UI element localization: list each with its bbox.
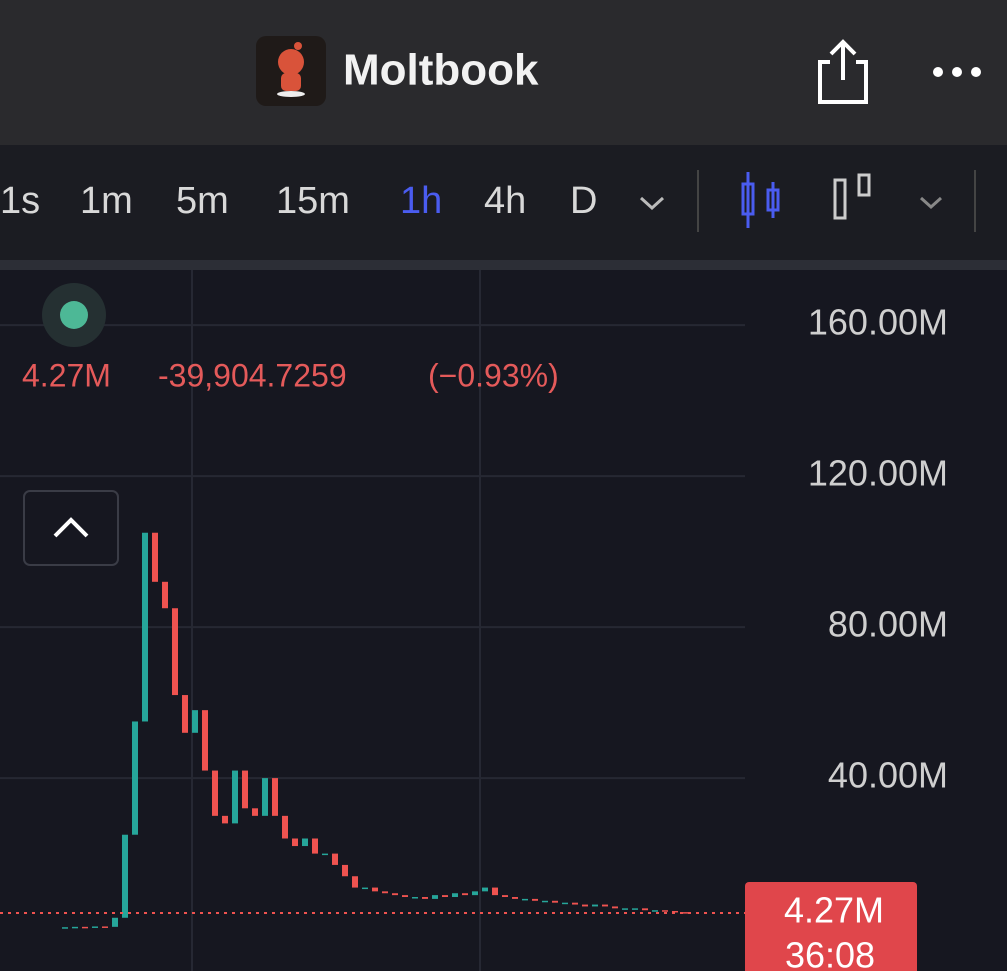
candle <box>172 608 178 696</box>
candle <box>582 904 588 907</box>
interval-option[interactable]: 1s <box>0 180 40 222</box>
candle <box>502 895 508 898</box>
y-tick-label: 80.00M <box>828 604 948 645</box>
candle <box>602 904 608 907</box>
candle <box>332 853 338 865</box>
legend-price: 4.27M <box>22 357 111 393</box>
candle <box>92 926 98 928</box>
candle <box>542 900 548 903</box>
y-tick-label: 120.00M <box>808 453 948 494</box>
candle <box>652 910 658 912</box>
candle <box>232 770 238 824</box>
candle <box>462 893 468 896</box>
y-tick-label: 40.00M <box>828 755 948 796</box>
candle <box>532 898 538 901</box>
candle <box>122 834 128 918</box>
candle <box>392 893 398 896</box>
candle <box>62 927 68 929</box>
candle <box>192 710 198 733</box>
candle <box>222 815 228 824</box>
interval-option[interactable]: 1m <box>80 180 133 222</box>
candle <box>632 908 638 910</box>
legend-change-percent: (−0.93%) <box>428 357 559 393</box>
status-dot <box>60 301 88 329</box>
candle <box>362 887 368 890</box>
chevron-up <box>53 517 89 538</box>
candle <box>442 895 448 898</box>
candle <box>272 778 278 816</box>
countdown: 36:08 <box>785 935 875 971</box>
candle <box>82 926 88 929</box>
interval-option[interactable]: 15m <box>276 180 350 222</box>
candle <box>552 900 558 903</box>
candle <box>282 815 288 839</box>
toolbar <box>0 145 1007 260</box>
candle <box>182 695 188 733</box>
candle <box>682 912 688 914</box>
app-title: Moltbook <box>343 46 539 95</box>
candle <box>342 864 348 877</box>
candle <box>302 838 308 847</box>
candle <box>472 891 478 896</box>
y-tick-label: 160.00M <box>808 302 948 343</box>
logo-mascot <box>277 42 305 97</box>
header-bar <box>0 0 1007 145</box>
candle <box>382 891 388 894</box>
candle <box>102 926 108 928</box>
more-button[interactable] <box>933 67 981 77</box>
candle <box>402 895 408 898</box>
candle <box>322 853 328 856</box>
candle <box>432 895 438 899</box>
collapse-button[interactable] <box>23 490 119 566</box>
candle <box>292 838 298 847</box>
candle <box>352 876 358 888</box>
interval-option[interactable]: 1h <box>400 180 442 222</box>
candle-type-button[interactable] <box>741 172 780 228</box>
candle <box>142 532 148 722</box>
candle <box>452 893 458 898</box>
candle <box>372 887 378 892</box>
candle <box>202 710 208 771</box>
candle <box>212 770 218 816</box>
candle <box>252 808 258 816</box>
candle <box>132 721 138 835</box>
candle <box>572 902 578 905</box>
candle <box>672 910 678 913</box>
candle <box>422 897 428 899</box>
divider <box>0 260 1007 270</box>
candle <box>522 898 528 901</box>
candle <box>492 887 498 896</box>
candle <box>242 770 248 809</box>
candle <box>152 532 158 582</box>
interval-option[interactable]: D <box>570 180 597 222</box>
candle <box>412 897 418 899</box>
bar-type-button[interactable] <box>833 173 871 220</box>
interval-dropdown[interactable] <box>639 196 665 211</box>
legend-change: -39,904.7259 <box>158 357 347 393</box>
candle <box>72 926 78 929</box>
candle <box>612 906 618 909</box>
candle <box>642 908 648 911</box>
candle <box>112 917 118 927</box>
interval-option[interactable]: 5m <box>176 180 229 222</box>
chart-type-dropdown[interactable] <box>919 196 943 210</box>
candle <box>312 838 318 854</box>
candle <box>562 902 568 905</box>
last-price-label: 4.27M <box>784 890 884 931</box>
interval-option[interactable]: 4h <box>484 180 526 222</box>
candle <box>262 778 268 816</box>
candle <box>482 887 488 892</box>
candle <box>662 910 668 912</box>
candle <box>162 581 168 609</box>
candle <box>592 904 598 907</box>
share-button[interactable] <box>818 39 868 104</box>
last-price-box <box>745 882 917 971</box>
candle <box>512 897 518 899</box>
candle <box>622 908 628 910</box>
